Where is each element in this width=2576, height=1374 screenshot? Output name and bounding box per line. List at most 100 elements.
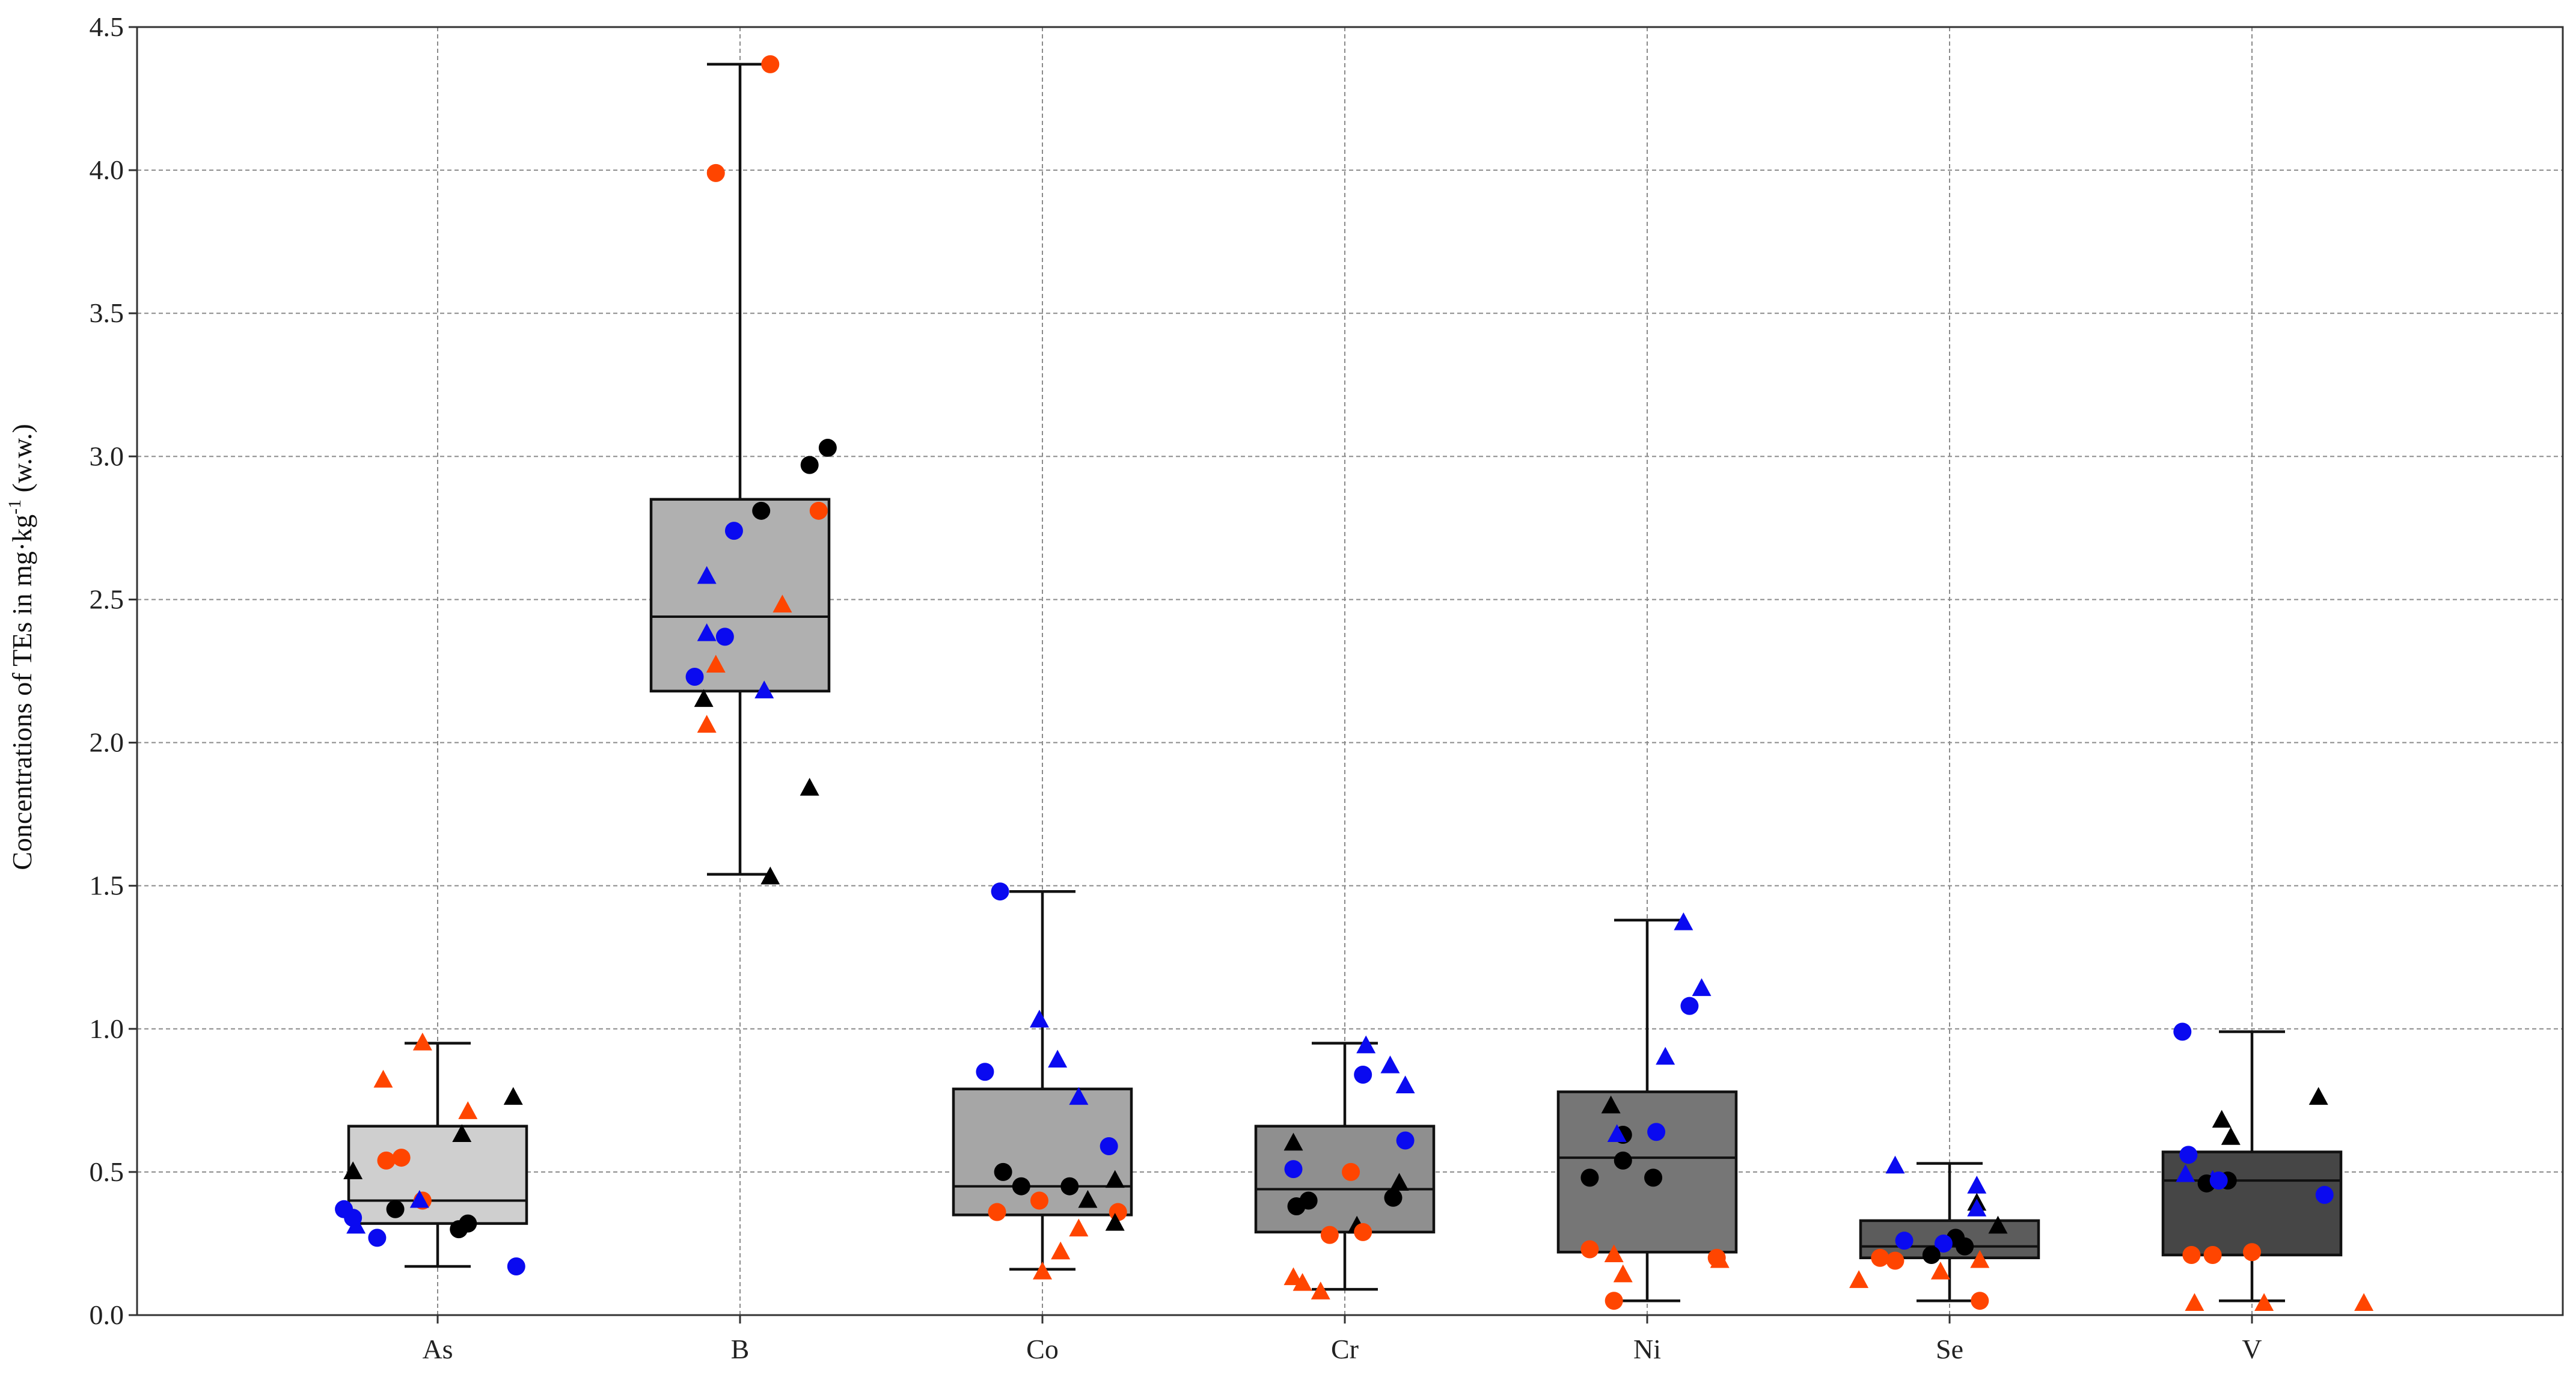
axes: 0.0 0.5 1.0 1.5 2.0 2.5 3.0 3.5 4.0 4.5 As B Co Cr Ni S… [90, 11, 2262, 1364]
point-blue-triangle [409, 1189, 429, 1208]
x-tick-label: As [422, 1334, 453, 1364]
point-red-circle [809, 501, 828, 520]
plot-frame [136, 26, 2564, 1316]
point-black-triangle [1601, 1095, 1621, 1114]
point-red-circle [1109, 1203, 1127, 1221]
point-red-circle [1971, 1292, 1989, 1310]
x-tick-label: Cr [1331, 1334, 1359, 1364]
point-red-circle [2243, 1243, 2261, 1262]
point-black-circle [1287, 1197, 1306, 1216]
point-red-triangle [2254, 1293, 2274, 1311]
point-red-triangle [1970, 1250, 1990, 1268]
point-red-triangle [1293, 1273, 1312, 1291]
boxes [347, 63, 2343, 1302]
point-red-circle [1030, 1191, 1048, 1210]
y-tick-label: 3.5 [90, 298, 124, 328]
point-red-circle [1605, 1292, 1623, 1310]
point-red-triangle [1069, 1218, 1089, 1237]
iqr-box [347, 1125, 528, 1225]
point-red-triangle [1710, 1250, 1730, 1268]
point-red-triangle [1051, 1241, 1071, 1260]
point-black-circle [386, 1200, 405, 1218]
point-blue-circle [2173, 1022, 2192, 1041]
y-tick-label: 2.5 [90, 584, 124, 614]
point-red-triangle [772, 594, 792, 612]
point-blue-circle [1354, 1065, 1372, 1084]
y-axis-label-suffix: (w.w.) [7, 424, 37, 499]
point-red-circle [1354, 1223, 1372, 1241]
point-black-triangle [503, 1087, 523, 1105]
point-blue-triangle [2176, 1164, 2195, 1182]
point-black-triangle [760, 866, 780, 885]
point-black-triangle [2221, 1127, 2241, 1145]
y-tick-label: 4.5 [90, 11, 124, 42]
x-tick-label: Co [1026, 1334, 1059, 1364]
point-red-circle [2203, 1245, 2222, 1264]
y-tick-label: 0.5 [90, 1156, 124, 1187]
point-black-circle [1614, 1151, 1632, 1170]
y-axis-label-main: Concentrations of TEs in mg·kg [7, 514, 37, 870]
point-black-circle [1956, 1237, 1974, 1256]
data-points [335, 55, 2374, 1311]
point-black-triangle [1078, 1189, 1098, 1208]
y-tick-label: 2.0 [90, 727, 124, 758]
y-axis-label: Concentrations of TEs in mg·kg-1 (w.w.) [5, 424, 37, 870]
point-red-circle [988, 1203, 1006, 1221]
point-black-circle [994, 1162, 1012, 1181]
point-red-circle [377, 1151, 396, 1170]
point-blue-triangle [1607, 1124, 1627, 1142]
point-blue-triangle [1885, 1155, 1905, 1174]
y-axis-label-superscript: -1 [5, 499, 25, 514]
point-red-circle [1342, 1162, 1360, 1181]
box-co [952, 890, 1133, 1271]
y-tick-label: 0.0 [90, 1299, 124, 1330]
point-red-triangle [373, 1069, 393, 1088]
point-red-circle [392, 1149, 411, 1167]
point-blue-triangle [1656, 1046, 1675, 1065]
point-red-triangle [2185, 1293, 2204, 1311]
point-blue-circle [1895, 1232, 1914, 1250]
point-red-circle [1871, 1248, 1889, 1267]
point-red-circle [761, 55, 780, 73]
x-tick-label: Ni [1633, 1334, 1661, 1364]
point-red-triangle [1930, 1261, 1950, 1280]
point-blue-triangle [346, 1215, 366, 1234]
point-blue-triangle [697, 623, 717, 641]
point-blue-circle [1934, 1234, 1953, 1253]
point-black-triangle [343, 1161, 363, 1179]
point-black-circle [1644, 1168, 1663, 1187]
point-blue-triangle [754, 680, 774, 698]
point-blue-circle [1396, 1131, 1415, 1150]
point-black-triangle [1105, 1170, 1125, 1188]
point-red-circle [1580, 1240, 1599, 1259]
point-black-circle [1384, 1188, 1403, 1207]
point-red-triangle [458, 1101, 478, 1119]
point-blue-circle [685, 668, 704, 686]
point-black-triangle [1389, 1173, 1409, 1191]
iqr-box [1859, 1219, 2040, 1260]
x-tick-label: Se [1936, 1334, 1963, 1364]
point-blue-triangle [1356, 1035, 1376, 1054]
point-red-triangle [697, 715, 717, 733]
y-tick-label: 3.0 [90, 441, 124, 471]
point-blue-circle [2315, 1185, 2334, 1204]
point-black-circle [1060, 1177, 1079, 1195]
point-black-circle [818, 439, 837, 457]
point-blue-circle [991, 882, 1009, 901]
point-blue-circle [368, 1229, 387, 1247]
point-black-triangle [694, 689, 714, 707]
point-red-triangle [1033, 1261, 1052, 1280]
point-red-triangle [412, 1032, 432, 1051]
point-red-triangle [706, 655, 726, 673]
iqr-box [2161, 1150, 2343, 1257]
point-black-triangle [2308, 1087, 2328, 1105]
point-red-triangle [1604, 1244, 1624, 1262]
point-black-triangle [1283, 1132, 1303, 1151]
point-black-triangle [2212, 1110, 2232, 1128]
point-red-circle [1886, 1251, 1904, 1270]
point-blue-circle [2179, 1146, 2198, 1164]
point-blue-triangle [1692, 978, 1712, 997]
point-blue-triangle [1967, 1198, 1987, 1217]
point-red-triangle [1613, 1264, 1633, 1283]
